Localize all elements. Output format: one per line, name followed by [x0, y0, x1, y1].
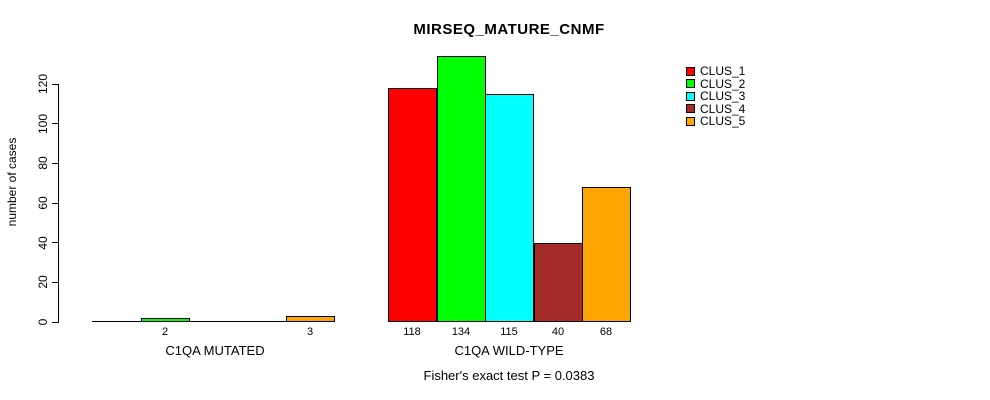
bar-value-label: 134 — [451, 326, 471, 338]
legend-swatch-icon — [686, 116, 695, 126]
legend-item: CLUS_4 — [686, 103, 745, 116]
legend: CLUS_1 CLUS_2 CLUS_3 CLUS_4 CLUS_5 — [686, 65, 745, 128]
bar-value-label: 118 — [403, 326, 421, 338]
y-axis-tick — [52, 83, 58, 85]
bar-CLUS_5 — [286, 316, 335, 322]
legend-item: CLUS_5 — [686, 115, 745, 128]
y-axis-tick — [52, 242, 58, 244]
bar-CLUS_4 — [534, 243, 583, 322]
y-axis-tick-label: 80 — [36, 156, 50, 171]
y-axis-tick — [52, 281, 58, 283]
y-axis-tick-label: 60 — [36, 196, 50, 210]
legend-item-label: CLUS_4 — [700, 101, 746, 116]
bar-CLUS_3 — [189, 321, 238, 322]
legend-swatch-icon — [686, 91, 695, 101]
bar-CLUS_1 — [92, 321, 141, 322]
bar-CLUS_2 — [437, 56, 486, 322]
legend-item: CLUS_2 — [686, 78, 745, 91]
x-group-label-wildtype: C1QA WILD-TYPE — [454, 343, 564, 358]
bar-CLUS_1 — [388, 88, 437, 322]
legend-swatch-icon — [686, 104, 695, 114]
legend-swatch-icon — [686, 79, 695, 89]
legend-item-label: CLUS_3 — [700, 89, 746, 104]
bar-value-label: 3 — [306, 326, 314, 338]
y-axis-tick — [52, 202, 58, 204]
bar-CLUS_4 — [238, 321, 287, 322]
bar-value-label: 2 — [161, 326, 169, 338]
bar-value-label: 115 — [500, 326, 518, 338]
y-axis-tick — [52, 321, 58, 323]
x-group-label-mutated: C1QA MUTATED — [165, 343, 265, 358]
y-axis-tick — [52, 162, 58, 164]
legend-item: CLUS_1 — [686, 65, 745, 78]
y-axis-tick — [52, 123, 58, 125]
y-axis-line — [58, 84, 59, 323]
legend-item-label: CLUS_2 — [700, 76, 746, 91]
bar-CLUS_5 — [582, 187, 631, 322]
annotation-text: Fisher's exact test P = 0.0383 — [423, 368, 595, 383]
y-axis-tick-label: 0 — [36, 318, 50, 326]
y-axis-title: number of cases — [5, 137, 19, 227]
legend-item-label: CLUS_1 — [700, 64, 746, 79]
y-axis-tick-label: 120 — [36, 73, 50, 95]
bar-value-label: 68 — [599, 326, 613, 338]
legend-item-label: CLUS_5 — [700, 114, 746, 129]
y-axis-tick-label: 40 — [36, 235, 50, 250]
bar-CLUS_2 — [141, 318, 190, 322]
bar-value-label: 40 — [551, 326, 565, 338]
legend-swatch-icon — [686, 66, 695, 76]
y-axis-tick-label: 20 — [36, 275, 50, 290]
chart-title: MIRSEQ_MATURE_CNMF — [413, 21, 605, 38]
y-axis-tick-label: 100 — [36, 113, 50, 134]
legend-item: CLUS_3 — [686, 90, 745, 103]
bar-CLUS_3 — [485, 94, 534, 322]
